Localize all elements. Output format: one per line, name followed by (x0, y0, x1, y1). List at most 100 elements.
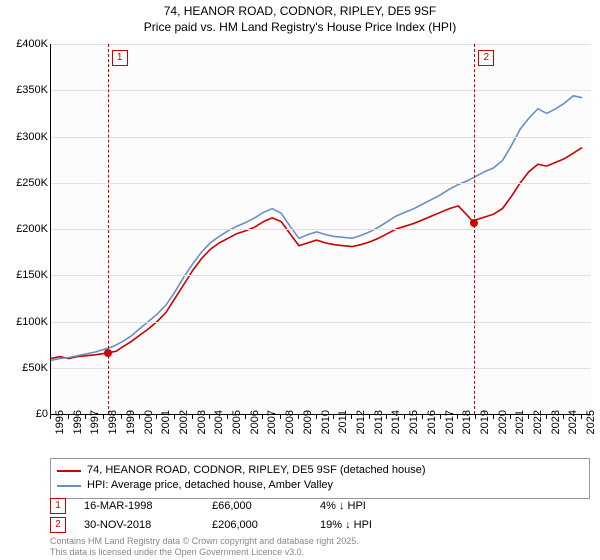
x-tick (333, 414, 334, 419)
event-line (108, 44, 109, 414)
x-tick (174, 414, 175, 419)
footnotes: 1 16-MAR-1998 £66,000 4% ↓ HPI 2 30-NOV-… (50, 498, 590, 536)
event-badge: 2 (478, 50, 494, 66)
x-tick (209, 414, 210, 419)
legend-row: HPI: Average price, detached house, Ambe… (57, 478, 583, 493)
x-tick (139, 414, 140, 419)
x-tick-label: 2022 (532, 410, 544, 450)
x-tick-label: 2008 (284, 410, 296, 450)
x-tick-label: 2017 (444, 410, 456, 450)
x-tick (510, 414, 511, 419)
x-tick (262, 414, 263, 419)
gridline (51, 368, 591, 369)
event-badge: 1 (112, 50, 128, 66)
x-tick-label: 2004 (213, 410, 225, 450)
x-tick (227, 414, 228, 419)
x-tick-label: 1996 (72, 410, 84, 450)
x-tick-label: 2010 (320, 410, 332, 450)
x-tick (103, 414, 104, 419)
x-tick-label: 2009 (302, 410, 314, 450)
x-tick-label: 2023 (550, 410, 562, 450)
gridline (51, 275, 591, 276)
x-tick-label: 1997 (89, 410, 101, 450)
x-tick (192, 414, 193, 419)
x-tick (404, 414, 405, 419)
legend-row: 74, HEANOR ROAD, CODNOR, RIPLEY, DE5 9SF… (57, 463, 583, 478)
title-line2: Price paid vs. HM Land Registry's House … (0, 20, 600, 36)
y-tick-label: £50K (3, 362, 48, 374)
x-tick-label: 2000 (143, 410, 155, 450)
attribution-line2: This data is licensed under the Open Gov… (50, 547, 359, 558)
x-tick (68, 414, 69, 419)
x-tick-label: 2011 (337, 410, 349, 450)
x-tick (280, 414, 281, 419)
y-tick-label: £400K (3, 38, 48, 50)
x-tick (475, 414, 476, 419)
footnote-date: 16-MAR-1998 (84, 500, 194, 512)
x-tick (156, 414, 157, 419)
x-tick (528, 414, 529, 419)
footnote-date: 30-NOV-2018 (84, 519, 194, 531)
x-tick-label: 2021 (514, 410, 526, 450)
legend-swatch (57, 485, 81, 487)
event-line (474, 44, 475, 414)
x-tick-label: 2013 (373, 410, 385, 450)
gridline (51, 44, 591, 45)
x-tick-label: 1999 (125, 410, 137, 450)
x-tick (386, 414, 387, 419)
y-tick-label: £350K (3, 84, 48, 96)
x-tick (50, 414, 51, 419)
gridline (51, 183, 591, 184)
legend-label: HPI: Average price, detached house, Ambe… (87, 478, 333, 493)
x-tick-label: 2002 (178, 410, 190, 450)
x-tick-label: 2001 (160, 410, 172, 450)
x-tick-label: 2006 (249, 410, 261, 450)
gridline (51, 229, 591, 230)
chart-container: 74, HEANOR ROAD, CODNOR, RIPLEY, DE5 9SF… (0, 0, 600, 560)
x-tick (316, 414, 317, 419)
x-tick-label: 2020 (497, 410, 509, 450)
attribution-line1: Contains HM Land Registry data © Crown c… (50, 536, 359, 547)
footnote-row: 1 16-MAR-1998 £66,000 4% ↓ HPI (50, 498, 590, 514)
x-tick-label: 2015 (408, 410, 420, 450)
x-tick (298, 414, 299, 419)
x-tick-label: 2012 (355, 410, 367, 450)
y-tick-label: £100K (3, 316, 48, 328)
x-tick-label: 2003 (196, 410, 208, 450)
legend-box: 74, HEANOR ROAD, CODNOR, RIPLEY, DE5 9SF… (50, 458, 590, 499)
x-tick (422, 414, 423, 419)
x-tick-label: 2025 (585, 410, 597, 450)
x-tick (457, 414, 458, 419)
y-tick-label: £200K (3, 223, 48, 235)
x-tick-label: 2007 (266, 410, 278, 450)
gridline (51, 137, 591, 138)
footnote-badge: 2 (50, 517, 66, 533)
y-tick-label: £250K (3, 177, 48, 189)
series-line-price_paid (51, 148, 582, 359)
x-tick-label: 1995 (54, 410, 66, 450)
x-tick (581, 414, 582, 419)
x-tick (85, 414, 86, 419)
x-tick-label: 2018 (461, 410, 473, 450)
x-tick-label: 2005 (231, 410, 243, 450)
x-tick (369, 414, 370, 419)
footnote-pct: 4% ↓ HPI (320, 500, 420, 512)
footnote-price: £206,000 (212, 519, 302, 531)
x-tick (245, 414, 246, 419)
y-tick-label: £150K (3, 269, 48, 281)
x-tick (563, 414, 564, 419)
attribution: Contains HM Land Registry data © Crown c… (50, 536, 359, 558)
y-tick-label: £0 (3, 408, 48, 420)
sale-marker (470, 219, 478, 227)
x-tick (546, 414, 547, 419)
x-tick-label: 1998 (107, 410, 119, 450)
gridline (51, 90, 591, 91)
chart-plot-area: 12 (50, 44, 591, 415)
x-tick-label: 2024 (567, 410, 579, 450)
x-tick-label: 2016 (426, 410, 438, 450)
gridline (51, 322, 591, 323)
title-line1: 74, HEANOR ROAD, CODNOR, RIPLEY, DE5 9SF (0, 4, 600, 20)
legend-label: 74, HEANOR ROAD, CODNOR, RIPLEY, DE5 9SF… (87, 463, 425, 478)
legend-swatch (57, 470, 81, 472)
x-tick-label: 2019 (479, 410, 491, 450)
